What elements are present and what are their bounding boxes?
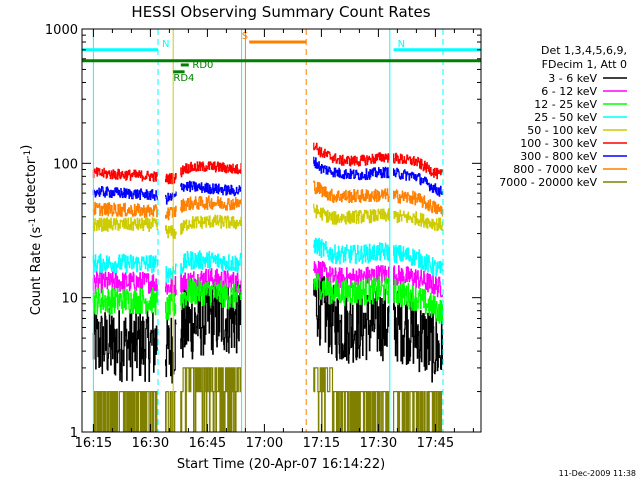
series-line	[165, 191, 177, 205]
series-line	[92, 217, 158, 232]
y-tick-label: 1	[70, 426, 78, 441]
footer-date: 11-Dec-2009 11:38	[559, 469, 636, 478]
series-line	[165, 173, 177, 185]
flag-label: N	[398, 39, 405, 50]
plot-area	[92, 142, 443, 432]
series-line	[92, 201, 158, 218]
series-line	[93, 391, 158, 432]
series-line	[165, 292, 177, 321]
legend-header: Det 1,3,4,5,6,9,	[541, 44, 627, 57]
series-line	[393, 244, 443, 277]
series-line	[313, 260, 390, 290]
x-tick-label: 17:30	[360, 436, 397, 451]
series-line	[313, 203, 390, 225]
series-line	[180, 214, 242, 235]
series-line	[165, 263, 177, 284]
series-line	[393, 278, 443, 325]
series-line	[313, 237, 390, 265]
series-line	[313, 142, 390, 167]
series-line	[92, 186, 158, 201]
y-tick-label: 10	[61, 292, 78, 307]
series-line	[313, 180, 390, 203]
x-tick-label: 17:00	[246, 436, 283, 451]
legend: Det 1,3,4,5,6,9,FDecim 1, Att 03 - 6 keV…	[499, 44, 627, 189]
x-axis-label: Start Time (20-Apr-07 16:14:22)	[177, 457, 385, 472]
x-tick-label: 16:30	[132, 436, 169, 451]
legend-entry-label: 3 - 6 keV	[548, 72, 597, 85]
y-tick-label: 100	[53, 157, 78, 172]
annotation-lines	[82, 29, 481, 432]
series-line	[180, 280, 242, 360]
y-axis-label: Count Rate (s-1 detector-1)	[19, 145, 44, 316]
series-line	[313, 156, 390, 181]
x-tick-label: 17:15	[303, 436, 340, 451]
legend-entry-label: 50 - 100 keV	[527, 124, 597, 137]
chart-title: HESSI Observing Summary Count Rates	[131, 3, 430, 21]
series-line	[393, 265, 443, 298]
legend-entry-label: 800 - 7000 keV	[513, 163, 597, 176]
series-line	[180, 161, 242, 178]
axes: 16:15 16:30 16:45 17:00 17:15 17:30 17:45 1 10 10…	[45, 23, 481, 451]
series-line	[92, 253, 158, 274]
series-line	[393, 189, 443, 217]
x-tick-label: 17:45	[417, 436, 454, 451]
series-line	[92, 167, 158, 182]
legend-entry-label: 300 - 800 keV	[520, 150, 597, 163]
series-line	[393, 167, 443, 197]
series-line	[313, 273, 390, 307]
series-line	[165, 391, 177, 432]
plot-frame	[81, 28, 482, 433]
legend-entry-label: 100 - 300 keV	[520, 137, 597, 150]
series-line	[180, 195, 242, 213]
flag-label: N	[162, 39, 169, 50]
flag-label: RD4	[173, 73, 194, 84]
series-group	[92, 142, 443, 432]
series-line	[393, 152, 443, 180]
series-line	[180, 367, 242, 432]
y-tick-label: 1000	[45, 23, 78, 38]
series-line	[313, 367, 390, 432]
series-line	[165, 312, 177, 384]
annotations: N N S RD4 RD0	[82, 29, 481, 432]
series-line	[393, 391, 443, 432]
series-line	[92, 271, 158, 295]
flag-label: S	[242, 31, 248, 42]
legend-entry-label: 6 - 12 keV	[541, 85, 597, 98]
legend-entry-label: 25 - 50 keV	[534, 111, 597, 124]
series-line	[165, 205, 177, 221]
legend-header: FDecim 1, Att 0	[542, 58, 627, 71]
series-line	[92, 306, 158, 383]
series-line	[165, 225, 177, 239]
series-line	[165, 276, 177, 297]
legend-entry-label: 7000 - 20000 keV	[499, 176, 597, 189]
series-line	[180, 180, 242, 197]
series-line	[180, 278, 242, 311]
x-tick-label: 16:15	[75, 436, 112, 451]
series-line	[393, 209, 443, 231]
series-line	[180, 250, 242, 275]
legend-entry-label: 12 - 25 keV	[534, 98, 597, 111]
series-line	[92, 287, 158, 316]
flag-label: RD0	[192, 60, 213, 71]
x-tick-label: 16:45	[189, 436, 226, 451]
